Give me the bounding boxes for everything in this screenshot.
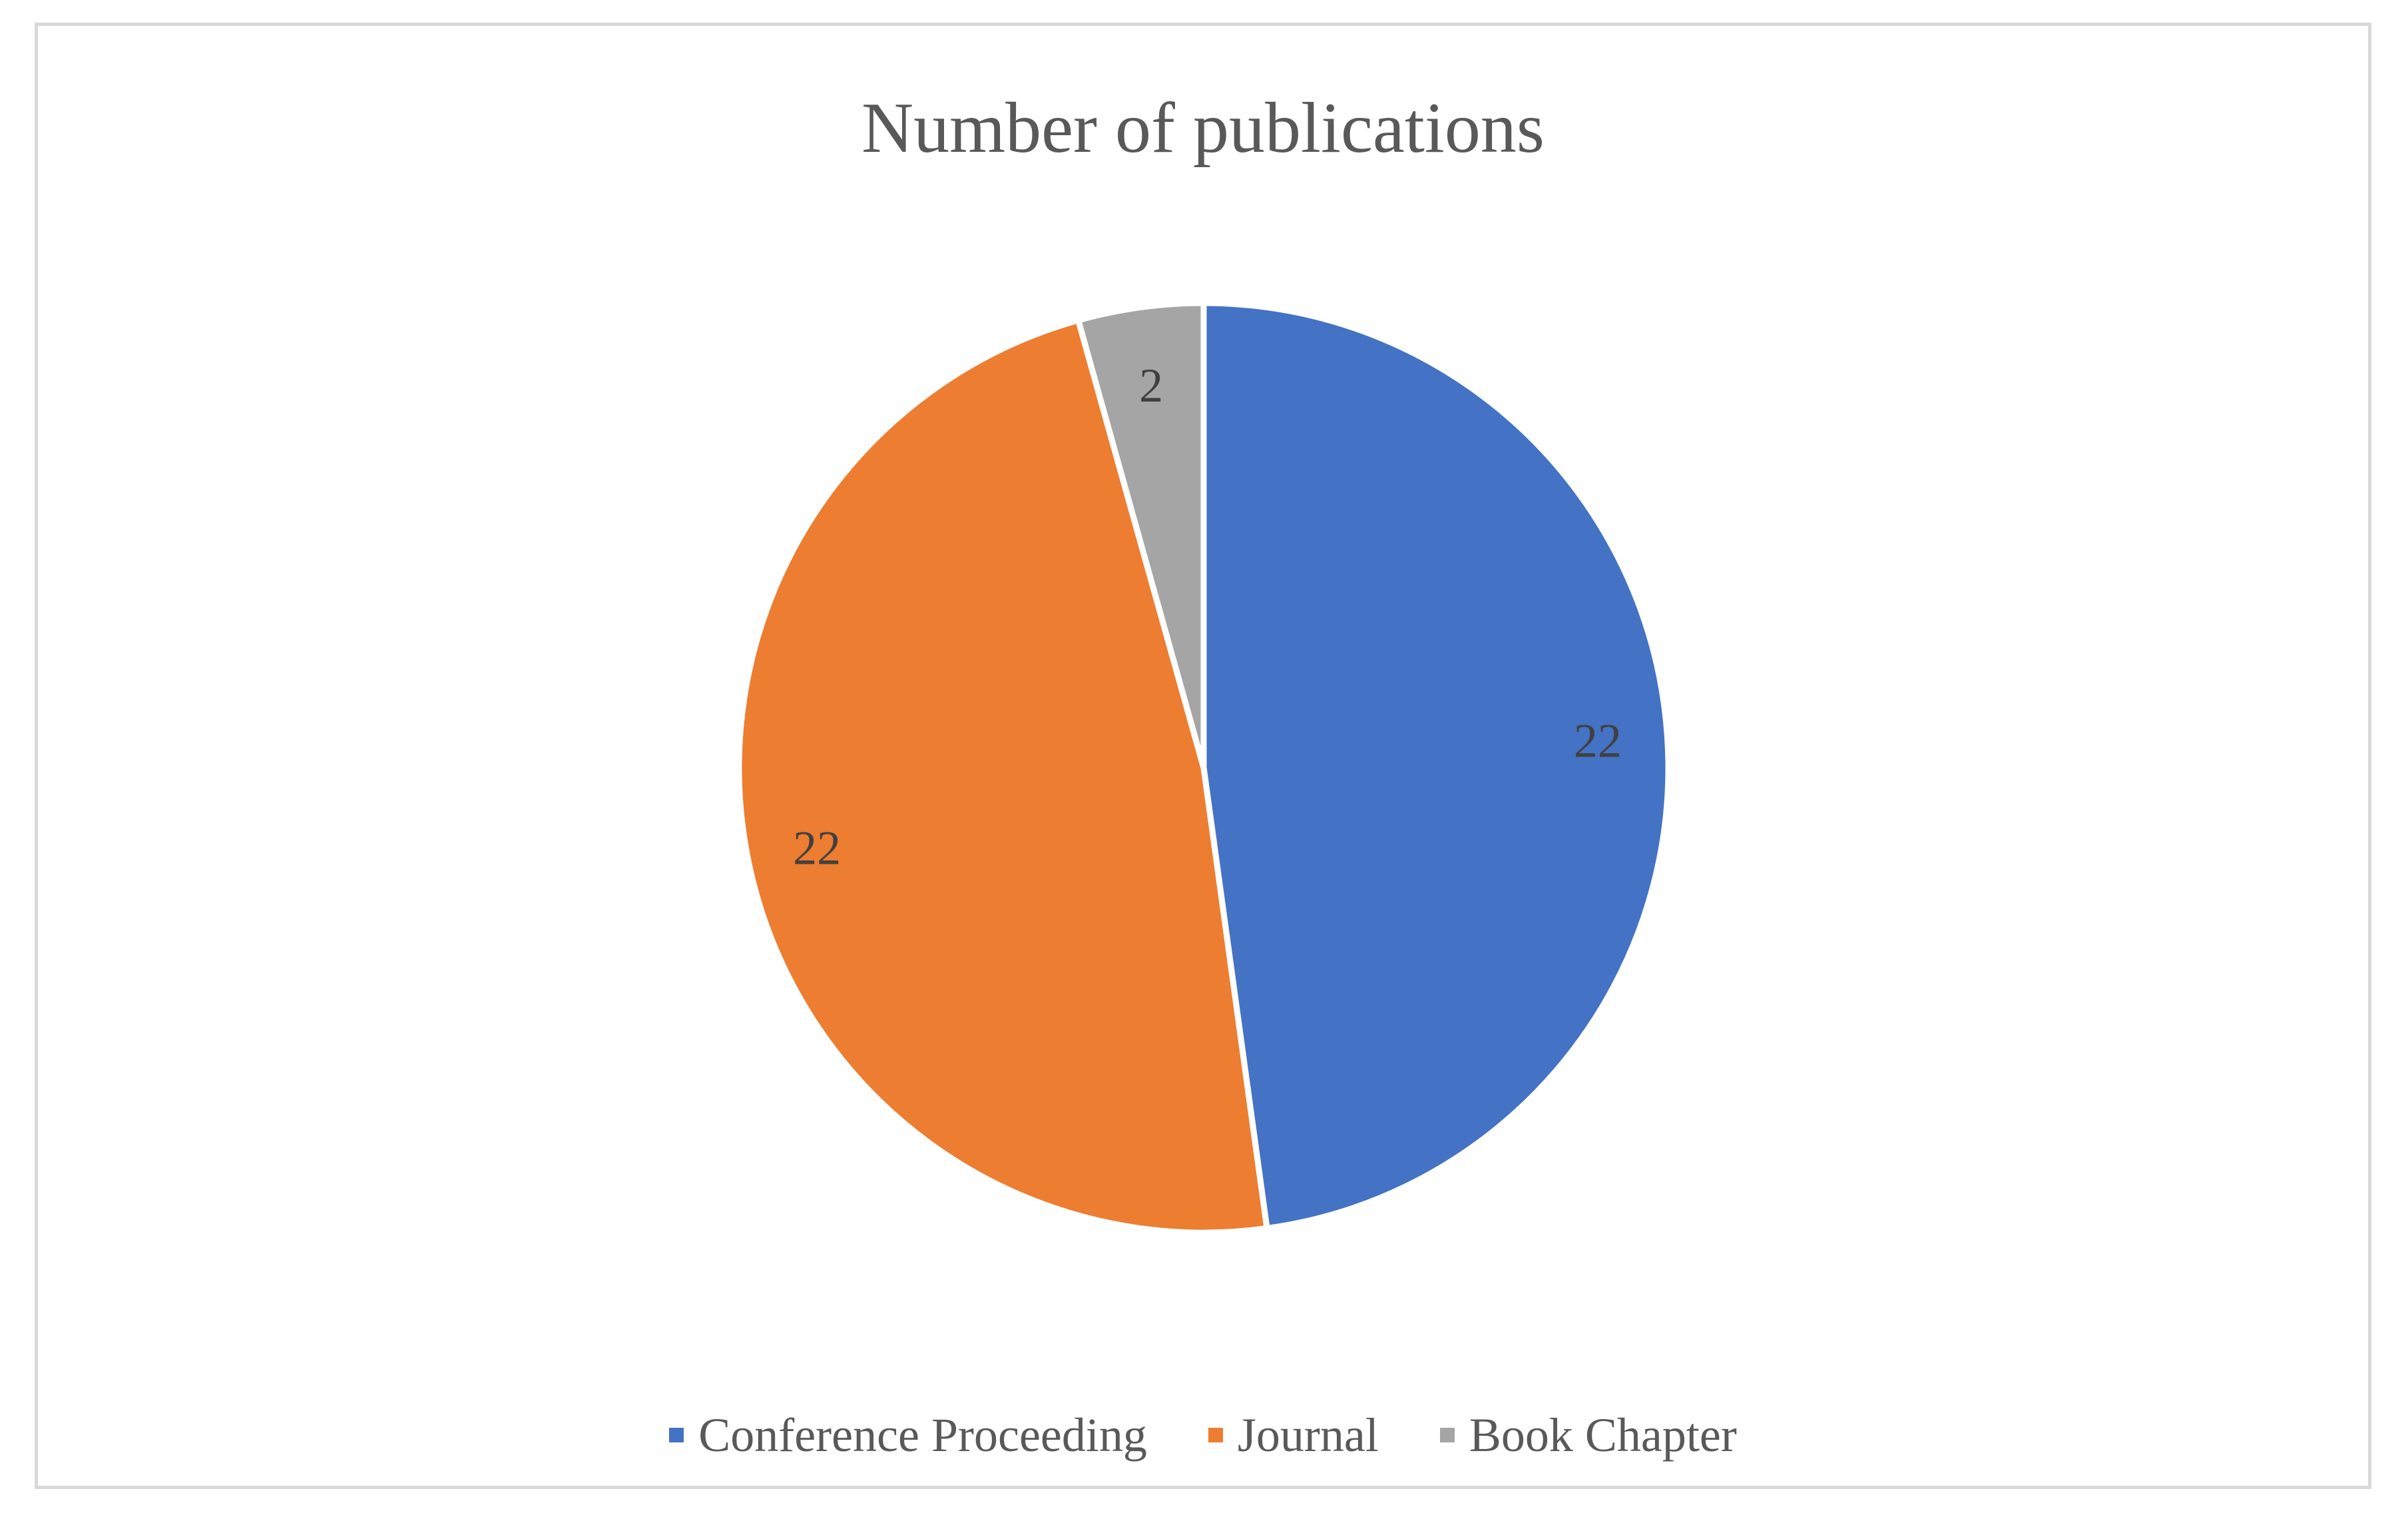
slice-conference-proceeding bbox=[1200, 300, 1672, 1231]
data-label-conference-proceeding: 22 bbox=[1574, 715, 1622, 768]
legend-swatch-book-chapter bbox=[1439, 1428, 1455, 1442]
slice-journal bbox=[736, 317, 1270, 1236]
legend-swatch-conference bbox=[669, 1428, 684, 1442]
legend-label-conference: Conference Proceeding bbox=[698, 1408, 1147, 1462]
chart-title: Number of publications bbox=[861, 89, 1545, 168]
legend-item-book-chapter: Book Chapter bbox=[1439, 1408, 1737, 1462]
legend: Conference Proceeding Journal Book Chapt… bbox=[38, 1411, 2368, 1459]
legend-swatch-journal bbox=[1208, 1428, 1223, 1442]
legend-item-journal: Journal bbox=[1208, 1411, 1379, 1459]
legend-label-journal: Journal bbox=[1237, 1408, 1379, 1462]
chart-frame: Number of publications Conference Procee… bbox=[35, 23, 2371, 1489]
legend-item-conference: Conference Proceeding bbox=[669, 1411, 1147, 1459]
slice-book-chapter bbox=[1075, 300, 1207, 771]
legend-label-book-chapter: Book Chapter bbox=[1469, 1408, 1737, 1462]
data-label-journal: 22 bbox=[793, 822, 841, 875]
data-label-book-chapter: 2 bbox=[1139, 359, 1163, 412]
